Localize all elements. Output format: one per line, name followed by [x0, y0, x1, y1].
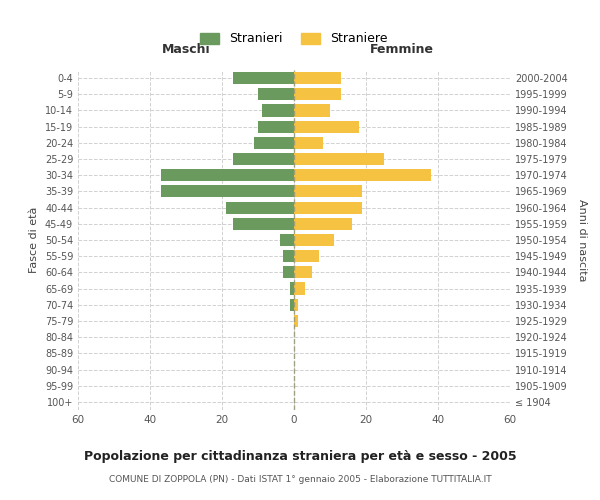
- Bar: [161, 169, 294, 181]
- Bar: [294, 315, 298, 327]
- Bar: [294, 104, 330, 117]
- Bar: [294, 282, 305, 294]
- Bar: [294, 120, 359, 132]
- Bar: [233, 72, 294, 84]
- Bar: [294, 88, 341, 101]
- Bar: [283, 250, 294, 262]
- Bar: [294, 169, 431, 181]
- Bar: [290, 298, 294, 311]
- Bar: [294, 137, 323, 149]
- Text: COMUNE DI ZOPPOLA (PN) - Dati ISTAT 1° gennaio 2005 - Elaborazione TUTTITALIA.IT: COMUNE DI ZOPPOLA (PN) - Dati ISTAT 1° g…: [109, 475, 491, 484]
- Text: Femmine: Femmine: [370, 44, 434, 57]
- Bar: [294, 202, 362, 213]
- Bar: [294, 298, 298, 311]
- Bar: [283, 266, 294, 278]
- Bar: [254, 137, 294, 149]
- Text: Popolazione per cittadinanza straniera per età e sesso - 2005: Popolazione per cittadinanza straniera p…: [83, 450, 517, 463]
- Y-axis label: Fasce di età: Fasce di età: [29, 207, 39, 273]
- Bar: [294, 234, 334, 246]
- Bar: [294, 218, 352, 230]
- Bar: [280, 234, 294, 246]
- Bar: [294, 186, 362, 198]
- Bar: [294, 72, 341, 84]
- Bar: [262, 104, 294, 117]
- Text: Maschi: Maschi: [161, 44, 211, 57]
- Bar: [258, 88, 294, 101]
- Bar: [161, 186, 294, 198]
- Bar: [290, 282, 294, 294]
- Bar: [258, 120, 294, 132]
- Legend: Stranieri, Straniere: Stranieri, Straniere: [197, 28, 391, 49]
- Bar: [294, 266, 312, 278]
- Bar: [233, 153, 294, 165]
- Bar: [233, 218, 294, 230]
- Bar: [294, 153, 384, 165]
- Bar: [226, 202, 294, 213]
- Y-axis label: Anni di nascita: Anni di nascita: [577, 198, 587, 281]
- Bar: [294, 250, 319, 262]
